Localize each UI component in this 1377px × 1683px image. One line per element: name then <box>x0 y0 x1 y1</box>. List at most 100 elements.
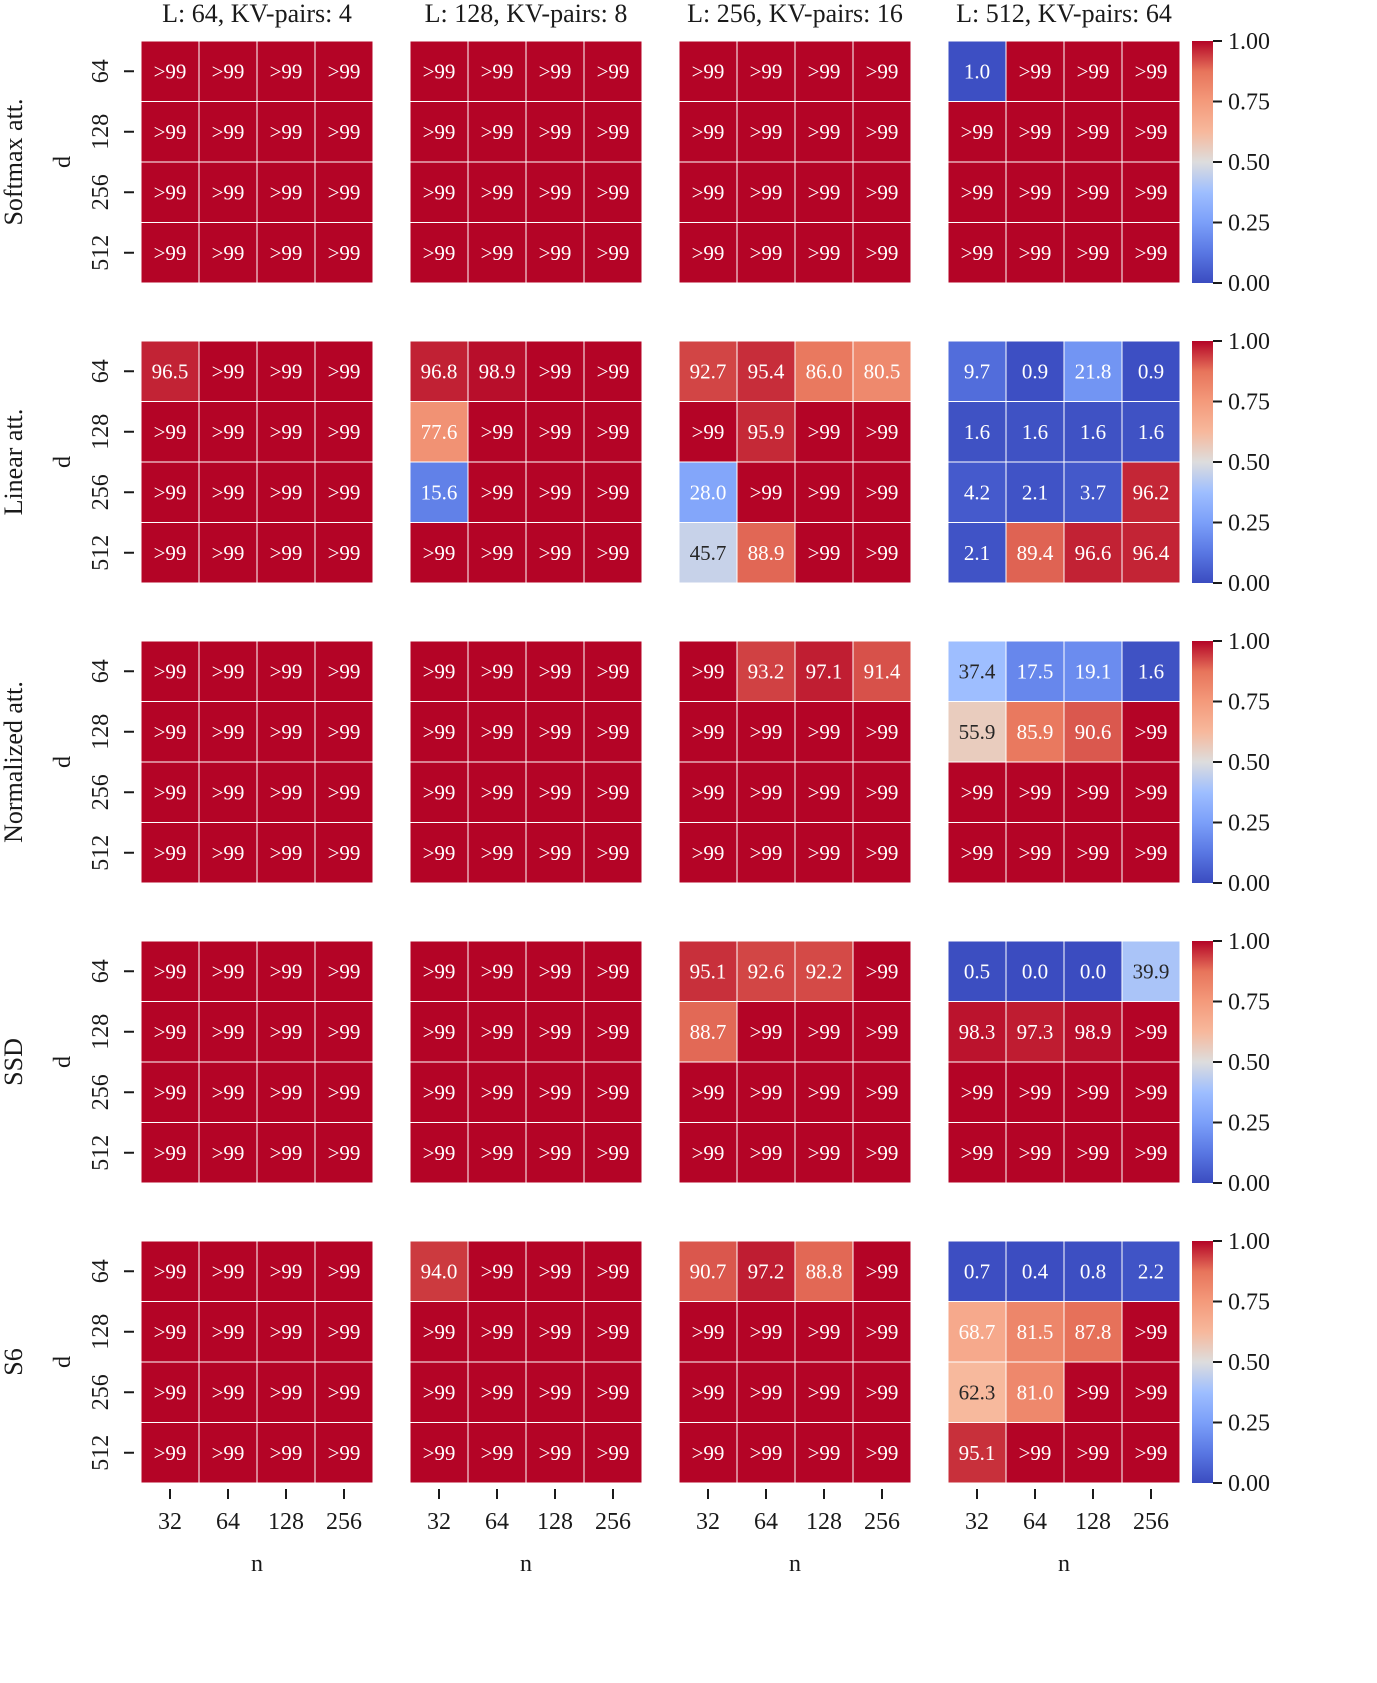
heatmap-cell <box>852 1301 912 1363</box>
column-title: L: 512, KV-pairs: 64 <box>956 0 1172 28</box>
heatmap-cell <box>947 1422 1007 1484</box>
cell-value: >99 <box>808 1320 841 1344</box>
cell-value: >99 <box>539 1080 572 1104</box>
row-label: Softmax att. <box>0 98 28 225</box>
cell-value: >99 <box>212 841 245 865</box>
heatmap-cell <box>852 222 912 284</box>
cell-value: >99 <box>1019 241 1052 265</box>
cell-value: >99 <box>154 541 187 565</box>
heatmap-cell <box>583 761 643 823</box>
heatmap-cell <box>525 822 585 884</box>
cell-value: 0.9 <box>1138 359 1164 383</box>
heatmap-cell <box>583 161 643 223</box>
heatmap-cell <box>1121 461 1181 523</box>
cell-value: >99 <box>866 1380 899 1404</box>
cell-value: 77.6 <box>421 420 458 444</box>
heatmap-cell <box>852 340 912 402</box>
cell-value: >99 <box>328 480 361 504</box>
heatmap-cell <box>256 1122 316 1184</box>
colorbar-tick-label: 0.75 <box>1228 90 1270 116</box>
cell-value: >99 <box>423 1080 456 1104</box>
column-title: L: 128, KV-pairs: 8 <box>425 0 628 28</box>
heatmap-cell <box>736 1001 796 1063</box>
heatmap-cell <box>467 940 527 1002</box>
heatmap-cell <box>467 701 527 763</box>
heatmap-cell <box>314 161 374 223</box>
heatmap-cell <box>314 401 374 463</box>
cell-value: >99 <box>1019 841 1052 865</box>
cell-value: >99 <box>597 480 630 504</box>
heatmap-cell <box>947 701 1007 763</box>
y-tick-label: 128 <box>88 414 114 450</box>
cell-value: 94.0 <box>421 1259 458 1283</box>
heatmap-cell <box>947 1061 1007 1123</box>
colorbar-tick-label: 0.75 <box>1228 690 1270 716</box>
heatmap-cell <box>525 1361 585 1423</box>
cell-value: >99 <box>597 1080 630 1104</box>
colorbar <box>1192 641 1213 883</box>
heatmap-cell <box>467 101 527 163</box>
y-axis-label: d <box>50 1056 76 1068</box>
cell-value: >99 <box>212 1320 245 1344</box>
cell-value: >99 <box>481 841 514 865</box>
cell-value: >99 <box>154 959 187 983</box>
heatmap-cell <box>140 1240 200 1302</box>
cell-value: 2.1 <box>964 541 990 565</box>
heatmap-cell <box>794 701 854 763</box>
heatmap-cell <box>198 640 258 702</box>
cell-value: >99 <box>270 359 303 383</box>
heatmap-cell <box>525 461 585 523</box>
cell-value: >99 <box>212 1441 245 1465</box>
cell-value: >99 <box>692 841 725 865</box>
heatmap-cell <box>678 1422 738 1484</box>
cell-value: >99 <box>328 1141 361 1165</box>
heatmap-cell <box>467 1422 527 1484</box>
heatmap-cell <box>1063 340 1123 402</box>
heatmap-cell <box>852 640 912 702</box>
cell-value: >99 <box>481 1020 514 1044</box>
heatmap-cell <box>583 822 643 884</box>
cell-value: 19.1 <box>1075 659 1112 683</box>
heatmap-cell <box>198 522 258 584</box>
cell-value: 81.0 <box>1017 1380 1054 1404</box>
cell-value: >99 <box>328 841 361 865</box>
heatmap-cell <box>198 1422 258 1484</box>
heatmap-cell <box>409 340 469 402</box>
heatmap-cell <box>467 1361 527 1423</box>
cell-value: >99 <box>212 780 245 804</box>
cell-value: >99 <box>270 180 303 204</box>
heatmap-cell <box>852 1122 912 1184</box>
heatmap-cell <box>583 1361 643 1423</box>
cell-value: 0.4 <box>1022 1259 1049 1283</box>
cell-value: >99 <box>808 1020 841 1044</box>
cell-value: >99 <box>212 1380 245 1404</box>
cell-value: >99 <box>154 1441 187 1465</box>
cell-value: >99 <box>481 1141 514 1165</box>
heatmap-cell <box>314 40 374 102</box>
heatmap-cell <box>1005 1061 1065 1123</box>
cell-value: >99 <box>328 959 361 983</box>
cell-value: >99 <box>597 1141 630 1165</box>
heatmap-cell <box>852 701 912 763</box>
cell-value: 91.4 <box>864 659 901 683</box>
heatmap-cell <box>1121 1361 1181 1423</box>
heatmap-cell <box>794 40 854 102</box>
heatmap-cell <box>314 1361 374 1423</box>
heatmap-cell <box>852 1422 912 1484</box>
heatmap-cell <box>1121 161 1181 223</box>
heatmap-cell <box>736 761 796 823</box>
cell-value: 0.8 <box>1080 1259 1106 1283</box>
heatmap-cell <box>1063 940 1123 1002</box>
heatmap-cell <box>794 640 854 702</box>
cell-value: >99 <box>539 1380 572 1404</box>
heatmap-cell <box>1063 161 1123 223</box>
row-label: Normalized att. <box>0 681 28 843</box>
cell-value: >99 <box>328 420 361 444</box>
cell-value: >99 <box>270 1441 303 1465</box>
cell-value: 45.7 <box>690 541 727 565</box>
heatmap-cell <box>198 1240 258 1302</box>
cell-value: >99 <box>1077 780 1110 804</box>
colorbar-tick-label: 0.25 <box>1228 1111 1270 1137</box>
cell-value: >99 <box>750 780 783 804</box>
